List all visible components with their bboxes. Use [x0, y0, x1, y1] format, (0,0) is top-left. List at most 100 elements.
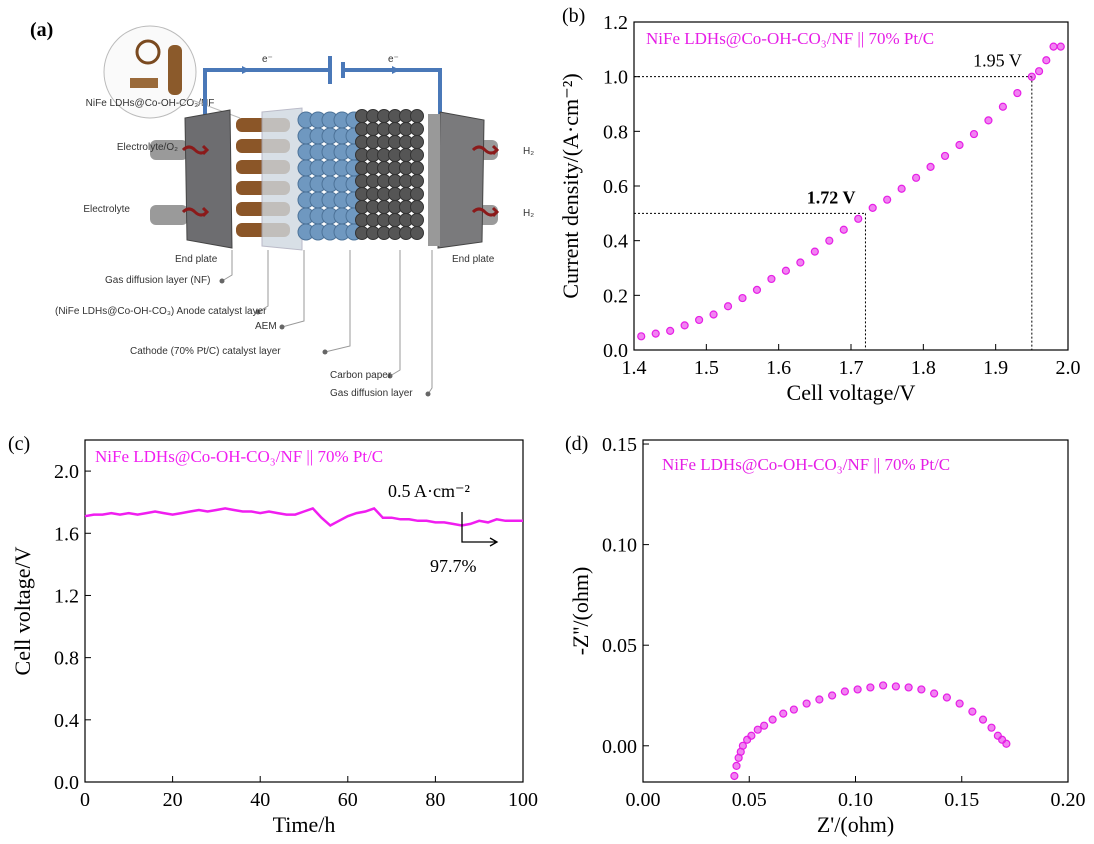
pointer-dot: [322, 349, 328, 355]
x-axis-label: Time/h: [273, 812, 336, 837]
y-tick-label: 0.10: [602, 535, 637, 557]
data-point: [904, 683, 913, 692]
data-point: [998, 102, 1008, 111]
carbon-sphere: [410, 109, 424, 123]
pipe: [150, 140, 188, 160]
x-tick-label: 2.0: [1056, 357, 1081, 379]
plot-frame: [633, 21, 1069, 351]
left-label: Electrolyte/O₂: [117, 142, 178, 153]
legend-entry: NiFe LDHs@Co-OH-CO₃/NF || 70% Pt/C: [646, 29, 934, 48]
data-point: [730, 771, 739, 781]
data-point: [1013, 88, 1022, 98]
layer-label: Cathode (70% Pt/C) catalyst layer: [130, 346, 281, 357]
y-tick-label: 0.0: [603, 340, 628, 362]
data-point: [779, 709, 788, 718]
y-axis-label: Current density/(A·cm⁻²): [558, 73, 583, 298]
x-tick-label: 100: [508, 789, 538, 811]
data-point: [709, 310, 718, 319]
flow-arrow: [181, 144, 210, 156]
aem: [261, 107, 303, 251]
x-tick-label: 0: [80, 789, 90, 811]
data-point: [753, 725, 762, 734]
end-plate-label: End plate: [175, 254, 218, 265]
data-point: [651, 329, 660, 338]
flow-arrow: [471, 144, 500, 156]
x-tick-label: 80: [425, 789, 445, 811]
data-point: [1027, 72, 1036, 81]
data-point: [854, 214, 863, 223]
inset-rod: [168, 45, 182, 95]
pointer: [324, 250, 351, 353]
data-point: [789, 705, 798, 714]
y-tick-label: 0.00: [602, 736, 637, 758]
flow-arrow: [471, 206, 500, 218]
legend-entry: NiFe LDHs@Co-OH-CO₃/NF || 70% Pt/C: [95, 447, 383, 466]
data-point: [828, 691, 837, 700]
data-point: [879, 681, 888, 690]
data-point: [810, 247, 819, 256]
x-tick-label: 0.15: [944, 789, 979, 811]
annotation: 0.5 A·cm⁻²: [388, 481, 470, 501]
data-point: [694, 315, 704, 325]
data-point: [680, 321, 689, 330]
carbon-sphere: [410, 200, 424, 214]
end-plate-label: End plate: [452, 254, 495, 265]
layer-label: Carbon paper: [330, 370, 392, 381]
layer-label: (NiFe LDHs@Co-OH-CO₃) Anode catalyst lay…: [55, 306, 267, 317]
end-plate: [437, 111, 485, 249]
carbon-sphere: [410, 161, 424, 175]
legend-entry: NiFe LDHs@Co-OH-CO₃/NF || 70% Pt/C: [662, 455, 950, 474]
carbon-sphere: [410, 135, 424, 149]
carbon-sphere: [410, 226, 424, 240]
data-point: [666, 326, 675, 335]
data-point: [942, 693, 951, 702]
inset-crystal: [135, 39, 161, 65]
data-point: [853, 685, 862, 694]
data-point: [796, 258, 805, 267]
data-point: [1049, 42, 1058, 51]
y-tick-label: 0.8: [54, 648, 79, 670]
pointer: [281, 250, 305, 328]
y-tick-label: 0.15: [602, 434, 637, 456]
y-tick-label: 0.8: [603, 121, 628, 143]
pointer: [257, 250, 269, 313]
y-tick-label: 1.2: [54, 585, 79, 607]
series-line: [84, 506, 523, 528]
data-point: [637, 332, 646, 341]
x-tick-label: 1.8: [911, 357, 936, 379]
end-plate: [184, 109, 233, 249]
data-point: [891, 682, 900, 691]
data-point: [732, 761, 741, 771]
data-point: [930, 689, 939, 698]
electron-label: e⁻: [388, 54, 399, 65]
y-tick-label: 0.4: [54, 710, 79, 732]
x-axis-label: Cell voltage/V: [787, 380, 916, 405]
pointer: [427, 250, 433, 395]
pointer-dot: [425, 391, 431, 397]
y-tick-label: 0.4: [603, 231, 628, 253]
y-axis-label: Cell voltage/V: [10, 546, 35, 675]
data-point: [984, 116, 993, 125]
x-tick-label: 0.00: [626, 789, 661, 811]
data-point: [1056, 42, 1065, 51]
data-point: [825, 236, 834, 245]
data-point: [767, 274, 776, 284]
pointer: [221, 250, 233, 282]
y-tick-label: 1.2: [603, 12, 628, 34]
layer-label: Gas diffusion layer: [330, 388, 413, 399]
data-point: [738, 741, 747, 750]
carbon-sphere: [410, 187, 424, 201]
reference-label: 1.95 V: [973, 51, 1022, 71]
x-axis-label: Z'/(ohm): [817, 812, 894, 837]
plot-frame: [642, 439, 1069, 783]
data-point: [955, 699, 964, 708]
gdl: [428, 114, 440, 246]
carbon-sphere: [410, 148, 424, 162]
carbon-sphere: [410, 122, 424, 136]
left-label: Electrolyte: [83, 204, 130, 215]
y-tick-label: 0.05: [602, 635, 637, 657]
inset-label: NiFe LDHs@Co-OH-CO₃/NF: [86, 98, 215, 109]
x-tick-label: 0.10: [838, 789, 873, 811]
data-point: [987, 723, 996, 732]
data-point: [868, 203, 877, 212]
